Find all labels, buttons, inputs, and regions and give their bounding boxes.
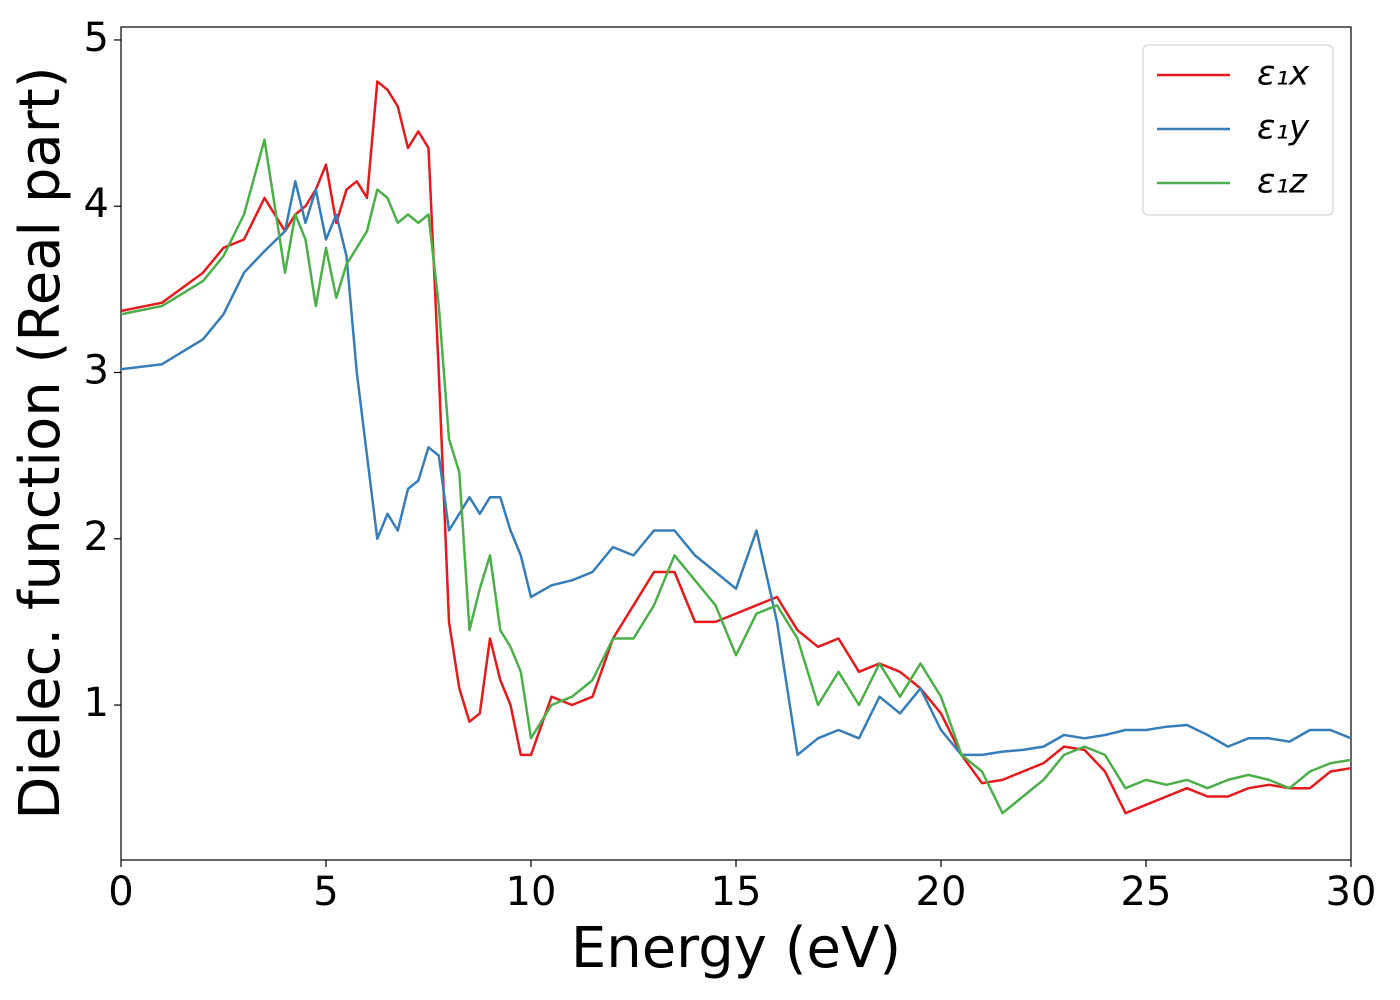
x-tick-label: 25: [1121, 869, 1172, 915]
data-line: [120, 180, 1352, 757]
x-tick-label: 15: [711, 869, 762, 915]
y-axis-label: Dielec. function (Real part): [8, 66, 73, 819]
x-tick-label: 10: [506, 869, 557, 915]
legend-label: ε₁y: [1257, 108, 1310, 148]
y-tick-label: 2: [84, 514, 109, 560]
data-line: [120, 80, 1352, 815]
x-tick-label: 30: [1326, 869, 1377, 915]
x-tick-label: 20: [916, 869, 967, 915]
y-tick-label: 4: [84, 181, 109, 227]
legend-box: [1142, 44, 1334, 216]
data-line: [120, 138, 1352, 815]
legend-label: ε₁x: [1257, 54, 1310, 94]
x-axis-label: Energy (eV): [571, 916, 901, 981]
x-tick-label: 5: [313, 869, 338, 915]
legend-label: ε₁z: [1257, 162, 1308, 202]
y-tick-label: 1: [84, 680, 109, 726]
x-tick-label: 0: [108, 869, 133, 915]
y-tick-label: 3: [84, 348, 109, 394]
y-tick-label: 5: [84, 15, 109, 61]
